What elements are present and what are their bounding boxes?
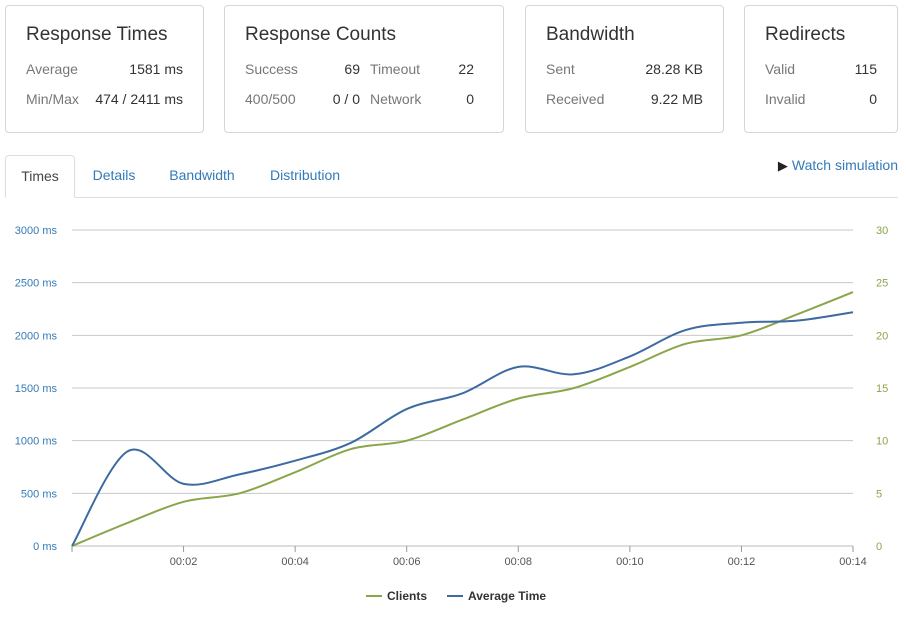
response-times-title: Response Times — [26, 24, 168, 45]
sent-value: 28.28 KB — [645, 61, 703, 77]
x-tick-label: 00:06 — [393, 556, 421, 568]
timeout-label: Timeout — [370, 61, 421, 77]
tab-details[interactable]: Details — [92, 167, 136, 183]
response-counts-title: Response Counts — [245, 24, 397, 45]
success-label: Success — [245, 61, 298, 77]
tab-times[interactable]: Times — [5, 155, 75, 198]
redirects-card: Redirects Valid 115 Invalid 0 — [744, 5, 898, 133]
y-right-tick-label: 15 — [876, 383, 888, 395]
tab-distribution[interactable]: Distribution — [269, 167, 341, 183]
y-right-tick-label: 5 — [876, 488, 882, 500]
play-icon: ▶ — [777, 158, 788, 173]
average-label: Average — [26, 61, 78, 77]
y-left-tick-label: 0 ms — [33, 541, 57, 553]
error-codes-label: 400/500 — [245, 91, 296, 107]
watch-simulation-link[interactable]: ▶ Watch simulation — [778, 157, 898, 174]
sent-label: Sent — [546, 61, 575, 77]
tab-bandwidth[interactable]: Bandwidth — [169, 167, 235, 183]
legend-label-average-time[interactable]: Average Time — [468, 589, 546, 603]
times-chart: 0 ms 500 ms 1000 ms 1500 ms 2000 ms 2500 ms 30… — [15, 225, 888, 603]
received-label: Received — [546, 91, 605, 107]
x-tick-label: 00:12 — [728, 556, 756, 568]
x-tick-label: 00:02 — [170, 556, 198, 568]
x-tick-label: 00:08 — [505, 556, 533, 568]
redirects-title: Redirects — [765, 24, 846, 45]
response-times-card: Response Times Average 1581 ms Min/Max 4… — [5, 5, 204, 133]
y-right-tick-label: 0 — [876, 541, 882, 553]
x-tick-label: 00:14 — [839, 556, 867, 568]
bandwidth-title: Bandwidth — [546, 24, 635, 45]
valid-value: 115 — [854, 61, 877, 77]
watch-simulation-label: Watch simulation — [791, 157, 898, 173]
average-value: 1581 ms — [129, 61, 183, 77]
y-left-tick-label: 500 ms — [21, 488, 58, 500]
y-right-tick-label: 10 — [876, 436, 888, 448]
y-right-tick-label: 20 — [876, 330, 888, 342]
y-left-tick-label: 2500 ms — [15, 278, 58, 290]
x-tick-label: 00:04 — [281, 556, 309, 568]
timeout-value: 22 — [458, 61, 474, 77]
y-left-tick-label: 1000 ms — [15, 436, 58, 448]
x-tick-label: 00:10 — [616, 556, 644, 568]
y-left-tick-label: 1500 ms — [15, 383, 58, 395]
minmax-value: 474 / 2411 ms — [95, 91, 183, 107]
bandwidth-card: Bandwidth Sent 28.28 KB Received 9.22 MB — [525, 5, 724, 133]
y-left-tick-label: 2000 ms — [15, 330, 58, 342]
series-line-average-time — [71, 311, 854, 547]
error-codes-value: 0 / 0 — [332, 91, 360, 107]
network-value: 0 — [466, 91, 474, 107]
y-left-tick-label: 3000 ms — [15, 225, 58, 237]
legend-label-clients[interactable]: Clients — [387, 589, 427, 603]
y-right-tick-label: 30 — [876, 225, 888, 237]
y-right-tick-label: 25 — [876, 278, 888, 290]
chart-tabs: Times Details Bandwidth Distribution — [5, 155, 898, 198]
valid-label: Valid — [765, 61, 796, 77]
network-label: Network — [370, 91, 422, 107]
response-counts-card: Response Counts Success 69 Timeout 22 40… — [224, 5, 504, 133]
received-value: 9.22 MB — [650, 91, 703, 107]
invalid-label: Invalid — [765, 91, 806, 107]
minmax-label: Min/Max — [26, 91, 79, 107]
invalid-value: 0 — [869, 91, 877, 107]
success-value: 69 — [344, 61, 360, 77]
series-line-clients — [71, 291, 854, 547]
